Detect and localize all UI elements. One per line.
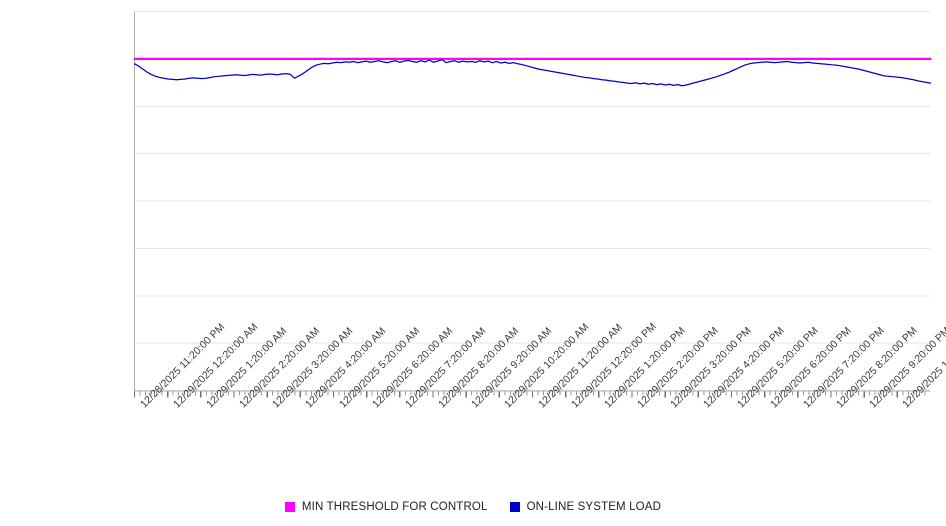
legend-label-on-line-system-load: ON-LINE SYSTEM LOAD [526, 500, 662, 513]
legend-swatch-magenta [284, 502, 295, 512]
series-line-on-line-system-load [133, 59, 932, 87]
chart-legend: MIN THRESHOLD FOR CONTROL ON-LINE SYSTEM… [0, 497, 946, 517]
legend-item-on-line-system-load[interactable]: ON-LINE SYSTEM LOAD [509, 500, 662, 513]
legend-item-min-threshold-for-control[interactable]: MIN THRESHOLD FOR CONTROL [284, 500, 488, 513]
legend-label-min-threshold-for-control: MIN THRESHOLD FOR CONTROL [301, 500, 488, 513]
legend-swatch-blue [509, 502, 520, 512]
